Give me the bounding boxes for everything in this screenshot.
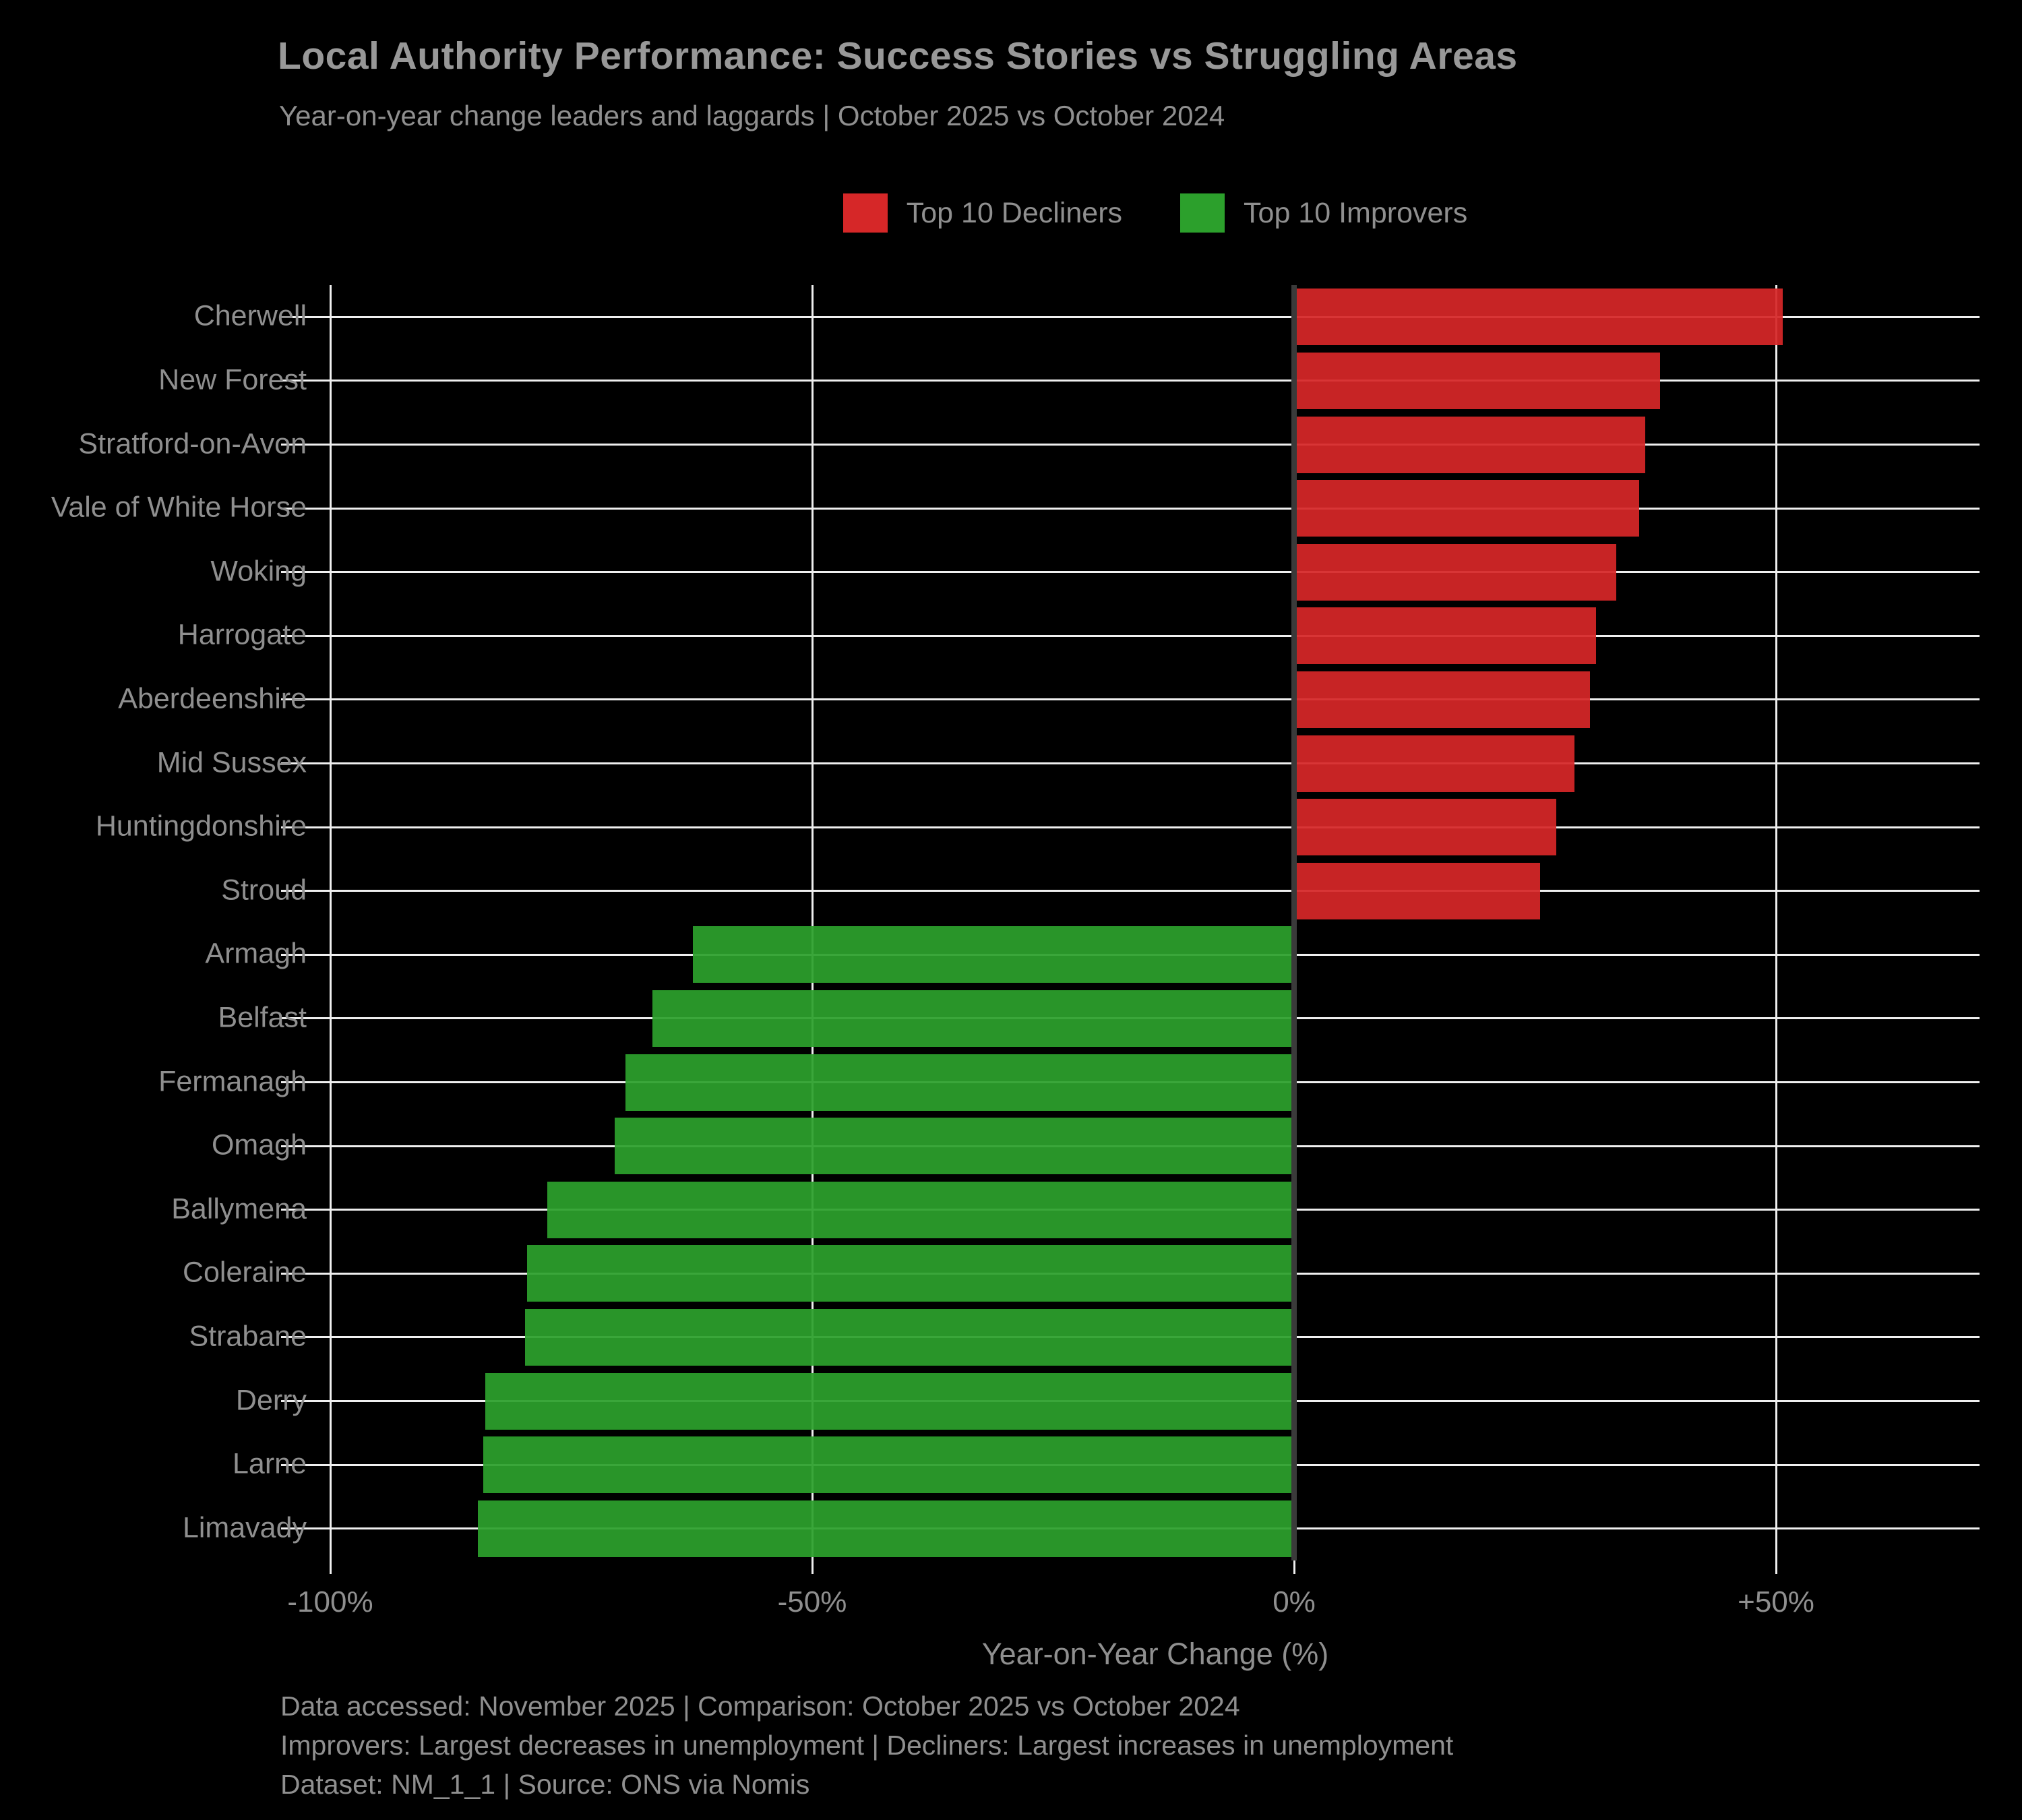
bar-omagh xyxy=(614,1118,1294,1175)
y-axis-label-ballymena: Ballymena xyxy=(171,1192,307,1225)
x-gridline--50- xyxy=(1775,285,1777,1560)
y-axis-label-cherwell: Cherwell xyxy=(193,299,307,332)
y-axis-label-stroud: Stroud xyxy=(221,874,307,907)
bar-new-forest xyxy=(1294,352,1661,409)
bar-harrogate xyxy=(1294,607,1596,665)
row-gridline-woking xyxy=(281,571,1980,574)
row-gridline-aberdeenshire xyxy=(281,698,1980,701)
bar-belfast xyxy=(652,990,1294,1047)
bar-armagh xyxy=(692,926,1294,983)
y-axis-label-limavady: Limavady xyxy=(182,1511,307,1544)
row-gridline-stratford-on-avon xyxy=(281,444,1980,446)
bar-mid-sussex xyxy=(1294,735,1575,792)
footer-line-3: Dataset: NM_1_1 | Source: ONS via Nomis xyxy=(280,1769,810,1800)
row-gridline-mid-sussex xyxy=(281,762,1980,764)
zero-axis-line xyxy=(1291,285,1297,1560)
row-gridline-cherwell xyxy=(281,315,1980,318)
chart-subtitle: Year-on-year change leaders and laggards… xyxy=(279,100,1225,131)
bar-larne xyxy=(483,1436,1294,1494)
y-axis-label-belfast: Belfast xyxy=(218,1001,307,1034)
bar-huntingdonshire xyxy=(1294,799,1556,856)
y-axis-label-mid-sussex: Mid Sussex xyxy=(156,746,307,779)
bar-vale-of-white-horse xyxy=(1294,480,1639,537)
bar-woking xyxy=(1294,543,1616,601)
bar-aberdeenshire xyxy=(1294,671,1590,728)
x-axis-label: Year-on-Year Change (%) xyxy=(981,1637,1329,1671)
bar-derry xyxy=(485,1372,1294,1430)
y-axis-label-vale-of-white-horse: Vale of White Horse xyxy=(51,491,307,524)
row-gridline-new-forest xyxy=(281,380,1980,382)
y-axis-label-harrogate: Harrogate xyxy=(177,618,307,651)
row-gridline-vale-of-white-horse xyxy=(281,507,1980,510)
y-axis-label-omagh: Omagh xyxy=(211,1128,307,1161)
plot-area xyxy=(281,285,1980,1560)
bar-coleraine xyxy=(526,1245,1294,1302)
row-gridline-harrogate xyxy=(281,634,1980,637)
footer-line-2: Improvers: Largest decreases in unemploy… xyxy=(280,1730,1454,1761)
x-tick-label-0-: 0% xyxy=(1273,1585,1316,1618)
y-axis-label-huntingdonshire: Huntingdonshire xyxy=(95,810,307,843)
y-axis-label-new-forest: New Forest xyxy=(158,363,307,396)
bar-fermanagh xyxy=(625,1054,1294,1111)
improvers-swatch-icon xyxy=(1180,193,1225,233)
x-tick-mark-0- xyxy=(1293,1560,1295,1574)
y-axis-label-stratford-on-avon: Stratford-on-Avon xyxy=(78,427,307,460)
x-gridline--100- xyxy=(329,285,332,1560)
bar-limavady xyxy=(477,1500,1294,1557)
row-gridline-huntingdonshire xyxy=(281,826,1980,828)
bar-strabane xyxy=(524,1308,1294,1366)
legend: Top 10 Decliners Top 10 Improvers xyxy=(331,193,1980,233)
y-axis-label-larne: Larne xyxy=(233,1447,307,1480)
x-tick-label--50-: +50% xyxy=(1738,1585,1814,1618)
y-axis-label-armagh: Armagh xyxy=(205,937,307,970)
x-tick-mark--100- xyxy=(329,1560,332,1574)
bar-cherwell xyxy=(1294,289,1783,346)
improvers-legend-label: Top 10 Improvers xyxy=(1244,196,1468,229)
x-tick-mark--50- xyxy=(811,1560,814,1574)
y-axis-label-derry: Derry xyxy=(235,1384,307,1417)
y-axis-label-woking: Woking xyxy=(210,555,307,588)
legend-item-improvers: Top 10 Improvers xyxy=(1180,193,1467,233)
bar-stroud xyxy=(1294,862,1540,919)
chart-title: Local Authority Performance: Success Sto… xyxy=(278,34,1518,78)
row-gridline-stroud xyxy=(281,890,1980,892)
y-axis-label-coleraine: Coleraine xyxy=(182,1256,307,1289)
x-tick-label--100-: -100% xyxy=(287,1585,373,1618)
decliners-swatch-icon xyxy=(842,193,888,233)
x-tick-mark--50- xyxy=(1775,1560,1777,1574)
y-axis-label-aberdeenshire: Aberdeenshire xyxy=(118,682,307,715)
y-axis-label-strabane: Strabane xyxy=(189,1320,307,1353)
decliners-legend-label: Top 10 Decliners xyxy=(906,196,1123,229)
legend-item-decliners: Top 10 Decliners xyxy=(842,193,1123,233)
bar-stratford-on-avon xyxy=(1294,416,1645,473)
y-axis-label-fermanagh: Fermanagh xyxy=(158,1065,307,1098)
footer-line-1: Data accessed: November 2025 | Compariso… xyxy=(280,1691,1240,1722)
x-tick-label--50-: -50% xyxy=(777,1585,847,1618)
x-gridline--50- xyxy=(811,285,814,1560)
bar-ballymena xyxy=(547,1181,1294,1238)
